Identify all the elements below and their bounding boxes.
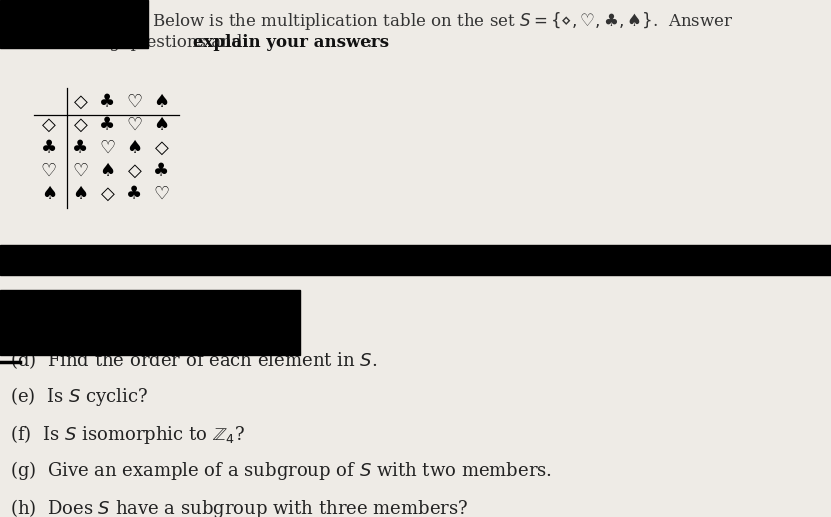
Text: ♠: ♠ <box>72 185 89 203</box>
Text: (e)  Is $S$ cyclic?: (e) Is $S$ cyclic? <box>10 386 148 408</box>
Text: ♣: ♣ <box>100 93 116 111</box>
Bar <box>0 290 300 355</box>
Text: ◇: ◇ <box>155 139 169 157</box>
Text: ♠: ♠ <box>126 139 143 157</box>
Text: ♣: ♣ <box>126 185 143 203</box>
Text: :: : <box>366 34 371 51</box>
Text: ♡: ♡ <box>154 185 170 203</box>
Text: ♡: ♡ <box>41 162 57 180</box>
Text: (g)  Give an example of a subgroup of $S$ with two members.: (g) Give an example of a subgroup of $S$… <box>10 460 552 482</box>
Text: ♣: ♣ <box>72 139 89 157</box>
Text: ♣: ♣ <box>41 139 57 157</box>
Text: ♡: ♡ <box>72 162 89 180</box>
Text: (d)  Find the order of each element in $S$.: (d) Find the order of each element in $S… <box>10 349 377 371</box>
Text: ♡: ♡ <box>126 116 143 134</box>
Text: ♠: ♠ <box>154 93 170 111</box>
Text: ◇: ◇ <box>74 93 87 111</box>
Text: ♠: ♠ <box>154 116 170 134</box>
Text: ♣: ♣ <box>100 116 116 134</box>
Text: ♡: ♡ <box>100 139 116 157</box>
Text: (h)  Does $S$ have a subgroup with three members?: (h) Does $S$ have a subgroup with three … <box>10 496 469 517</box>
Text: ◇: ◇ <box>42 116 56 134</box>
Bar <box>0 245 831 275</box>
Text: ♠: ♠ <box>41 185 57 203</box>
Text: ◇: ◇ <box>101 185 115 203</box>
Text: ◇: ◇ <box>74 116 87 134</box>
Bar <box>0 0 148 48</box>
Text: ♡: ♡ <box>126 93 143 111</box>
Text: explain your answers: explain your answers <box>193 34 389 51</box>
Text: ◇: ◇ <box>128 162 141 180</box>
Text: ♣: ♣ <box>154 162 170 180</box>
Text: the following questions and: the following questions and <box>10 34 248 51</box>
Text: Below is the multiplication table on the set $S = \{\diamond, \heartsuit, \clubs: Below is the multiplication table on the… <box>152 10 733 32</box>
Text: (f)  Is $S$ isomorphic to $\mathbb{Z}_4$?: (f) Is $S$ isomorphic to $\mathbb{Z}_4$? <box>10 422 245 446</box>
Text: ♠: ♠ <box>100 162 116 180</box>
